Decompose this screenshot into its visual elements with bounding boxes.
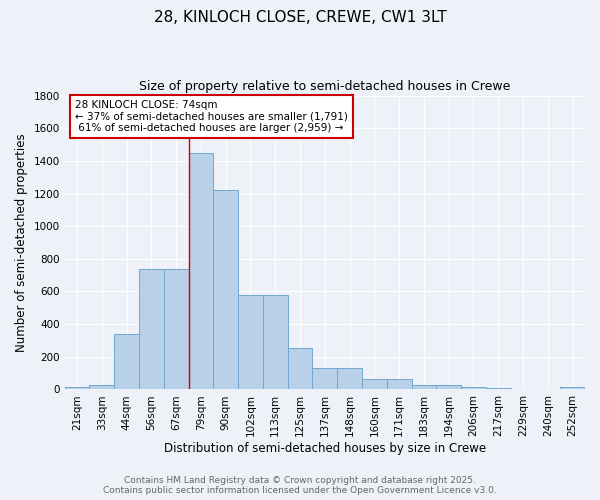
Bar bbox=[139, 268, 164, 390]
Bar bbox=[287, 348, 313, 390]
Bar bbox=[164, 268, 188, 390]
Y-axis label: Number of semi-detached properties: Number of semi-detached properties bbox=[15, 133, 28, 352]
Bar bbox=[188, 152, 214, 390]
Bar bbox=[65, 387, 89, 390]
Text: 28, KINLOCH CLOSE, CREWE, CW1 3LT: 28, KINLOCH CLOSE, CREWE, CW1 3LT bbox=[154, 10, 446, 25]
Bar bbox=[535, 388, 560, 390]
Bar bbox=[114, 334, 139, 390]
Bar bbox=[486, 388, 511, 390]
Bar bbox=[560, 387, 585, 390]
Bar bbox=[387, 379, 412, 390]
Bar bbox=[214, 190, 238, 390]
Text: 28 KINLOCH CLOSE: 74sqm
← 37% of semi-detached houses are smaller (1,791)
 61% o: 28 KINLOCH CLOSE: 74sqm ← 37% of semi-de… bbox=[75, 100, 348, 133]
Bar bbox=[436, 384, 461, 390]
Bar bbox=[337, 368, 362, 390]
Bar bbox=[313, 368, 337, 390]
Bar bbox=[362, 379, 387, 390]
Bar bbox=[511, 388, 535, 390]
Text: Contains HM Land Registry data © Crown copyright and database right 2025.
Contai: Contains HM Land Registry data © Crown c… bbox=[103, 476, 497, 495]
Bar bbox=[89, 384, 114, 390]
Bar bbox=[263, 295, 287, 390]
Title: Size of property relative to semi-detached houses in Crewe: Size of property relative to semi-detach… bbox=[139, 80, 511, 93]
Bar bbox=[461, 387, 486, 390]
X-axis label: Distribution of semi-detached houses by size in Crewe: Distribution of semi-detached houses by … bbox=[164, 442, 486, 455]
Bar bbox=[238, 295, 263, 390]
Bar bbox=[412, 384, 436, 390]
